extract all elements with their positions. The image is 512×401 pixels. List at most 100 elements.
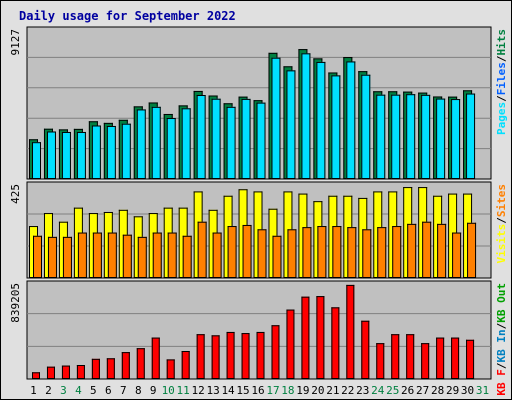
bar-pages-edge xyxy=(151,106,153,179)
bar-pages-edge xyxy=(32,142,41,144)
bar-sites xyxy=(407,223,417,278)
bar-kbf-edge xyxy=(361,378,370,379)
y-max-label: 839205 xyxy=(9,283,22,323)
bar-sites xyxy=(137,236,147,278)
bar-pages-edge xyxy=(271,57,273,179)
bar-kbf-edge xyxy=(466,339,468,379)
bar-pages-edge xyxy=(421,178,431,179)
bar-kbf-edge xyxy=(32,378,40,379)
bar-hits-edge xyxy=(133,106,135,179)
bar-pages-edge xyxy=(166,178,176,179)
bar-pages-edge xyxy=(61,178,71,179)
bar-visits-edge xyxy=(283,191,285,278)
x-tick-label: 4 xyxy=(75,384,82,397)
bar-sites xyxy=(182,235,192,278)
bar-sites xyxy=(332,226,342,278)
bar-sites-edge xyxy=(92,232,102,234)
bar-hits-edge xyxy=(103,122,113,124)
bar-kbf xyxy=(406,334,415,379)
x-tick-label: 5 xyxy=(90,384,97,397)
bar-sites xyxy=(242,224,252,278)
bar-visits-edge xyxy=(58,221,60,278)
bar-hits-edge xyxy=(418,92,428,94)
bar-hits-edge xyxy=(343,57,345,180)
bar-kbf-edge xyxy=(248,333,250,379)
bar-sites xyxy=(122,234,132,278)
bar-kbf-edge xyxy=(166,359,168,379)
bar-sites-edge xyxy=(407,277,417,278)
bar-pages-edge xyxy=(391,178,401,179)
bar-pages-edge xyxy=(256,102,266,104)
bar-visits-edge xyxy=(448,193,458,195)
bar-sites-edge xyxy=(287,277,297,278)
bar-pages-edge xyxy=(106,125,108,179)
bar-pages-edge xyxy=(181,108,191,110)
bar-sites-edge xyxy=(47,277,57,278)
bar-pages-edge xyxy=(474,93,476,179)
bar-sites-edge xyxy=(400,226,402,278)
bar-sites-edge xyxy=(460,232,462,278)
bar-visits-edge xyxy=(388,191,390,278)
bar-sites-edge xyxy=(430,221,432,278)
bar-sites xyxy=(212,232,222,278)
bar-kbf-edge xyxy=(106,358,108,379)
bar-sites-edge xyxy=(175,232,177,278)
bar-pages-edge xyxy=(136,178,146,179)
bar-pages-edge xyxy=(46,131,48,179)
bar-kbf-edge xyxy=(428,343,430,379)
bar-hits-edge xyxy=(343,57,353,59)
bar-pages-edge xyxy=(196,95,198,179)
bar-pages-edge xyxy=(271,178,281,179)
bar-pages-edge xyxy=(69,131,71,179)
legend-entry: / xyxy=(495,362,508,369)
bar-kbf-edge xyxy=(331,307,340,309)
bar-sites-edge xyxy=(302,277,312,278)
bar-hits-edge xyxy=(178,105,180,179)
bar-kbf-edge xyxy=(196,334,198,379)
bar-sites-edge xyxy=(197,221,207,223)
x-tick-label: 29 xyxy=(446,384,459,397)
bar-pages-edge xyxy=(76,178,86,179)
bar-pages xyxy=(91,125,101,179)
bar-pages-edge xyxy=(204,95,206,179)
bar-pages xyxy=(316,61,326,179)
bar-sites xyxy=(437,223,447,278)
bar-kbf-edge xyxy=(293,309,295,379)
bar-sites-edge xyxy=(362,277,372,278)
bar-hits-edge xyxy=(223,103,225,179)
bar-pages xyxy=(271,57,281,179)
bar-kbf-edge xyxy=(226,378,235,379)
bar-pages-edge xyxy=(466,93,476,95)
bar-pages-edge xyxy=(346,61,348,180)
bar-sites-edge xyxy=(340,226,342,278)
x-tick-label: 31 xyxy=(476,384,489,397)
bar-sites-edge xyxy=(302,227,312,229)
bar-sites-edge xyxy=(347,277,357,278)
bar-sites xyxy=(362,229,372,278)
bar-sites-edge xyxy=(152,277,162,278)
bar-pages-edge xyxy=(369,74,371,179)
bar-hits-edge xyxy=(268,52,270,179)
bar-sites-edge xyxy=(265,229,267,278)
bar-sites-edge xyxy=(392,226,402,228)
bar-sites-edge xyxy=(392,226,394,278)
bar-kbf xyxy=(346,284,355,379)
bar-visits-edge xyxy=(163,207,173,209)
bar-hits-edge xyxy=(403,91,413,93)
bar-sites-edge xyxy=(332,277,342,278)
bar-kbf-edge xyxy=(376,343,385,345)
bar-kbf-edge xyxy=(32,372,33,379)
bar-sites-edge xyxy=(92,232,94,278)
bar-kbf-edge xyxy=(136,378,145,379)
bar-kbf-edge xyxy=(436,337,438,379)
bar-sites-edge xyxy=(33,235,34,278)
bar-visits-edge xyxy=(433,195,435,278)
bar-pages-edge xyxy=(61,131,71,133)
bar-kbf xyxy=(121,352,130,379)
bar-pages xyxy=(196,95,206,179)
bar-hits-edge xyxy=(193,90,195,179)
bar-kbf xyxy=(211,335,220,379)
bar-kbf xyxy=(106,358,115,379)
bar-pages-edge xyxy=(151,178,161,179)
bar-sites-edge xyxy=(227,226,229,278)
